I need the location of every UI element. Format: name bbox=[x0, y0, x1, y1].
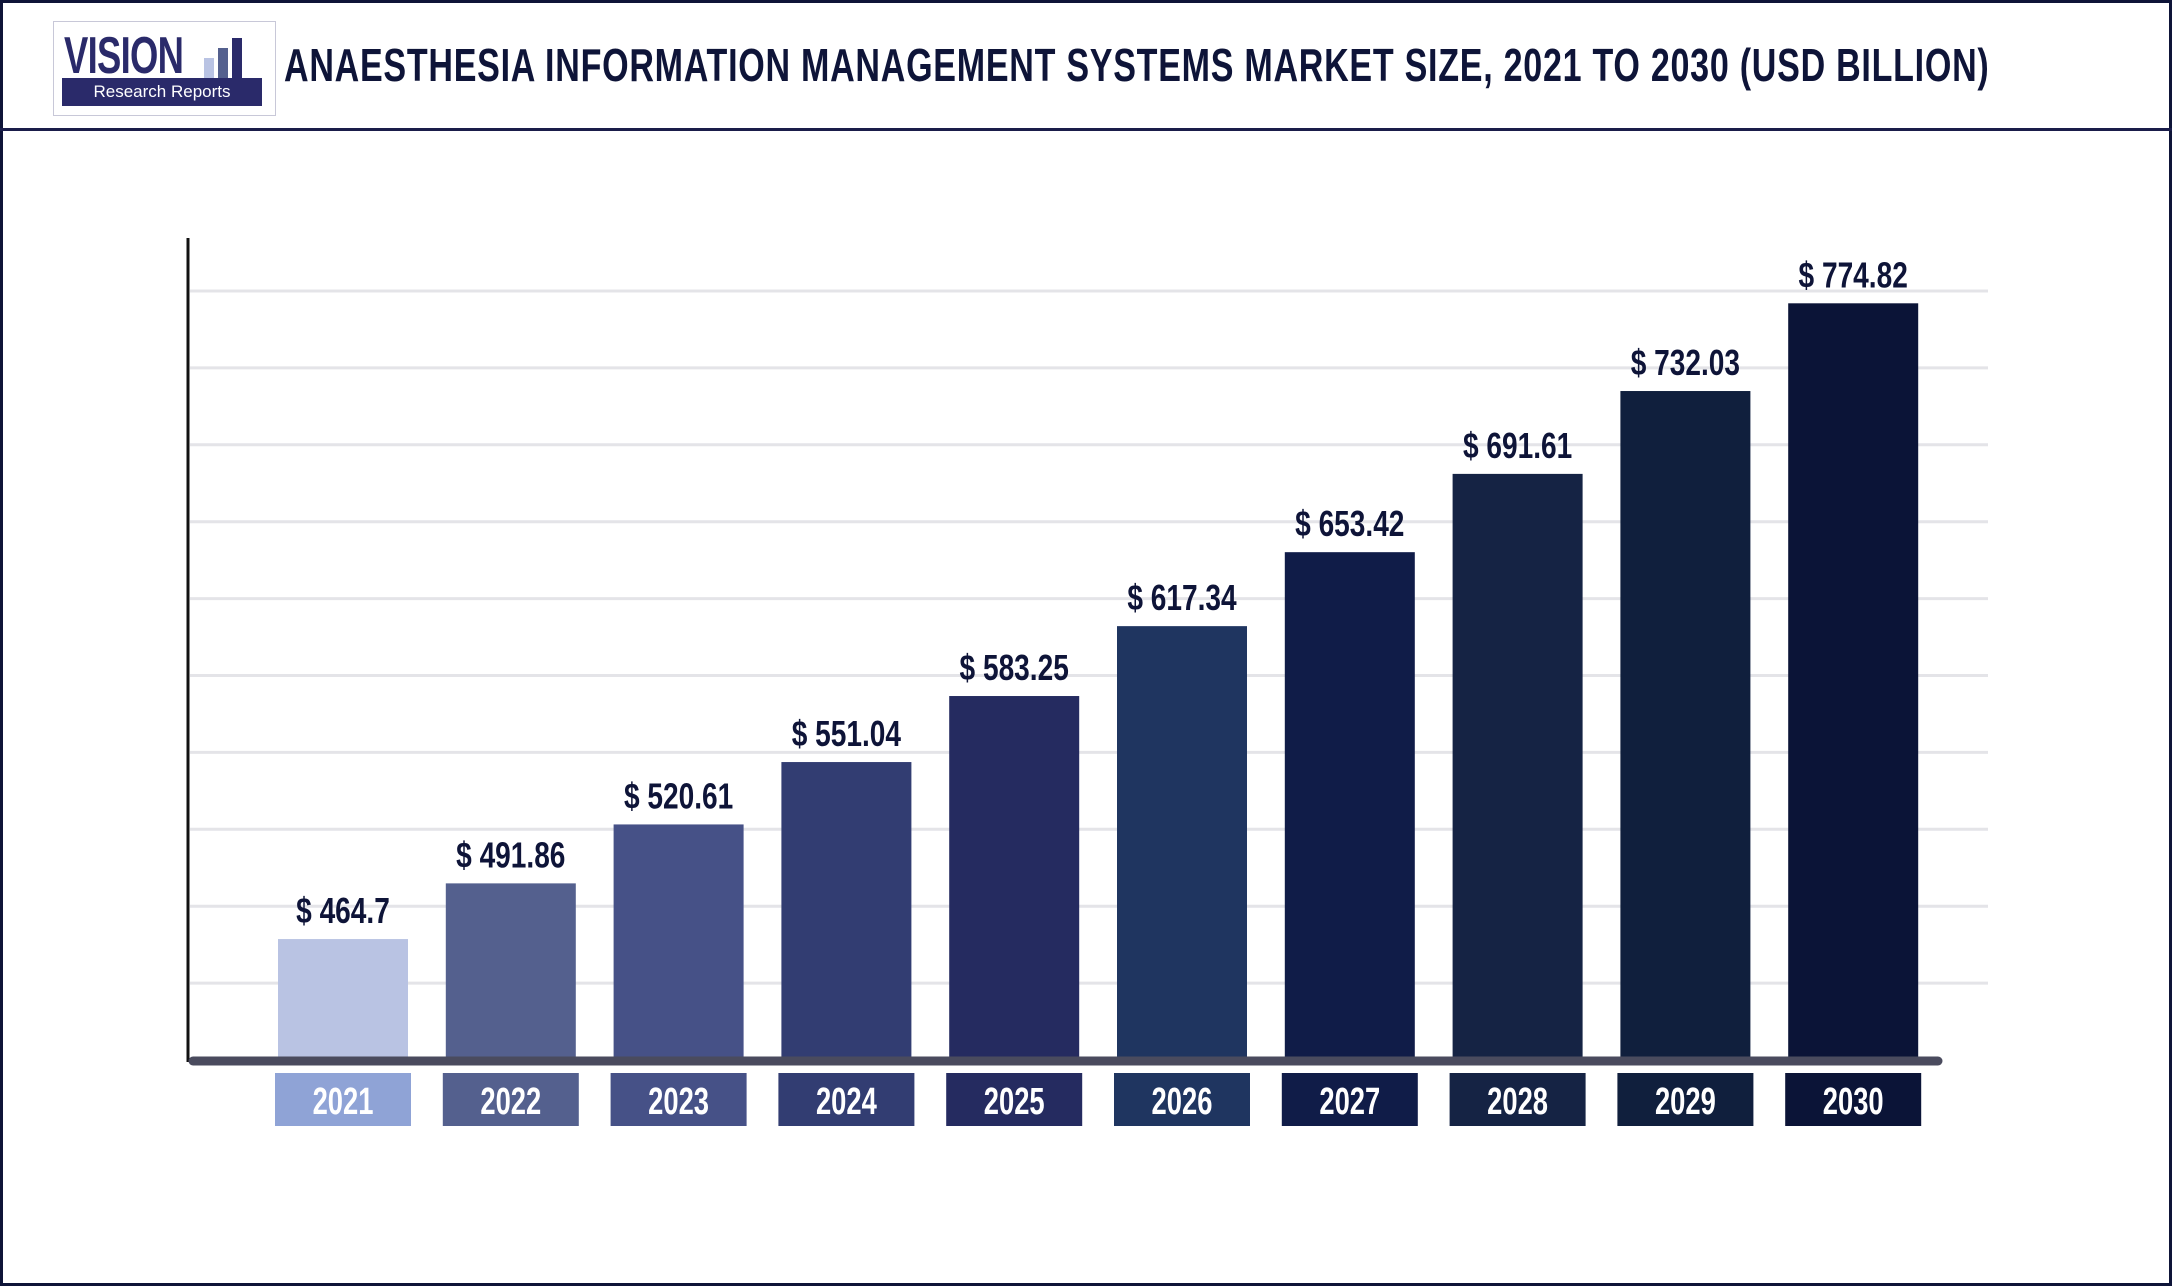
x-tick-box-2028 bbox=[1449, 1073, 1586, 1126]
bar-2028 bbox=[1452, 473, 1583, 1060]
data-label-2030: $ 774.82 bbox=[1799, 255, 1908, 295]
x-tick-label-2023: 2023 bbox=[648, 1081, 709, 1123]
x-tick-box-2024 bbox=[778, 1073, 915, 1126]
x-tick-label-2022: 2022 bbox=[480, 1081, 541, 1123]
x-tick-label-2028: 2028 bbox=[1487, 1081, 1548, 1123]
x-tick-label-2030: 2030 bbox=[1823, 1081, 1884, 1123]
bar-2023 bbox=[613, 824, 744, 1060]
data-label-2029: $ 732.03 bbox=[1631, 343, 1740, 383]
logo-subtext: Research Reports bbox=[62, 78, 262, 106]
x-tick-label-2029: 2029 bbox=[1655, 1081, 1716, 1123]
data-label-2027: $ 653.42 bbox=[1295, 504, 1404, 544]
logo-bar-icon bbox=[204, 58, 214, 78]
bar-2027 bbox=[1284, 552, 1415, 1060]
data-label-2028: $ 691.61 bbox=[1463, 426, 1572, 466]
data-label-2026: $ 617.34 bbox=[1127, 578, 1236, 618]
x-tick-box-2025 bbox=[946, 1073, 1083, 1126]
x-tick-box-2027 bbox=[1281, 1073, 1418, 1126]
bar-2022 bbox=[445, 883, 576, 1060]
bar-2026 bbox=[1117, 626, 1247, 1060]
x-tick-box-2022 bbox=[442, 1073, 579, 1126]
bar-2030 bbox=[1788, 303, 1919, 1061]
data-label-2021: $ 464.7 bbox=[296, 891, 390, 931]
x-tick-box-2029 bbox=[1617, 1073, 1754, 1126]
x-tick-label-2024: 2024 bbox=[816, 1081, 877, 1123]
header: VISION Research Reports ANAESTHESIA INFO… bbox=[0, 0, 2172, 131]
data-label-2022: $ 491.86 bbox=[456, 835, 565, 875]
chart-title: ANAESTHESIA INFORMATION MANAGEMENT SYSTE… bbox=[284, 39, 1990, 91]
x-tick-label-2021: 2021 bbox=[313, 1081, 374, 1123]
x-tick-box-2030 bbox=[1785, 1073, 1922, 1126]
x-tick-box-2026 bbox=[1114, 1073, 1250, 1126]
bar-2021 bbox=[278, 939, 408, 1060]
logo-text: VISION bbox=[64, 27, 184, 85]
bar-2024 bbox=[781, 762, 912, 1060]
x-tick-box-2021 bbox=[275, 1073, 411, 1126]
x-tick-box-2023 bbox=[610, 1073, 747, 1126]
bar-2025 bbox=[949, 696, 1080, 1060]
bar-2029 bbox=[1620, 391, 1751, 1060]
logo-bar-icon bbox=[218, 48, 228, 78]
logo-bar-icon bbox=[232, 38, 242, 78]
data-label-2024: $ 551.04 bbox=[792, 714, 901, 754]
x-tick-label-2025: 2025 bbox=[984, 1081, 1045, 1123]
data-label-2025: $ 583.25 bbox=[960, 648, 1069, 688]
data-label-2023: $ 520.61 bbox=[624, 776, 733, 816]
vision-research-reports-logo: VISION Research Reports bbox=[53, 21, 276, 116]
x-tick-label-2026: 2026 bbox=[1152, 1081, 1213, 1123]
x-tick-label-2027: 2027 bbox=[1319, 1081, 1380, 1123]
